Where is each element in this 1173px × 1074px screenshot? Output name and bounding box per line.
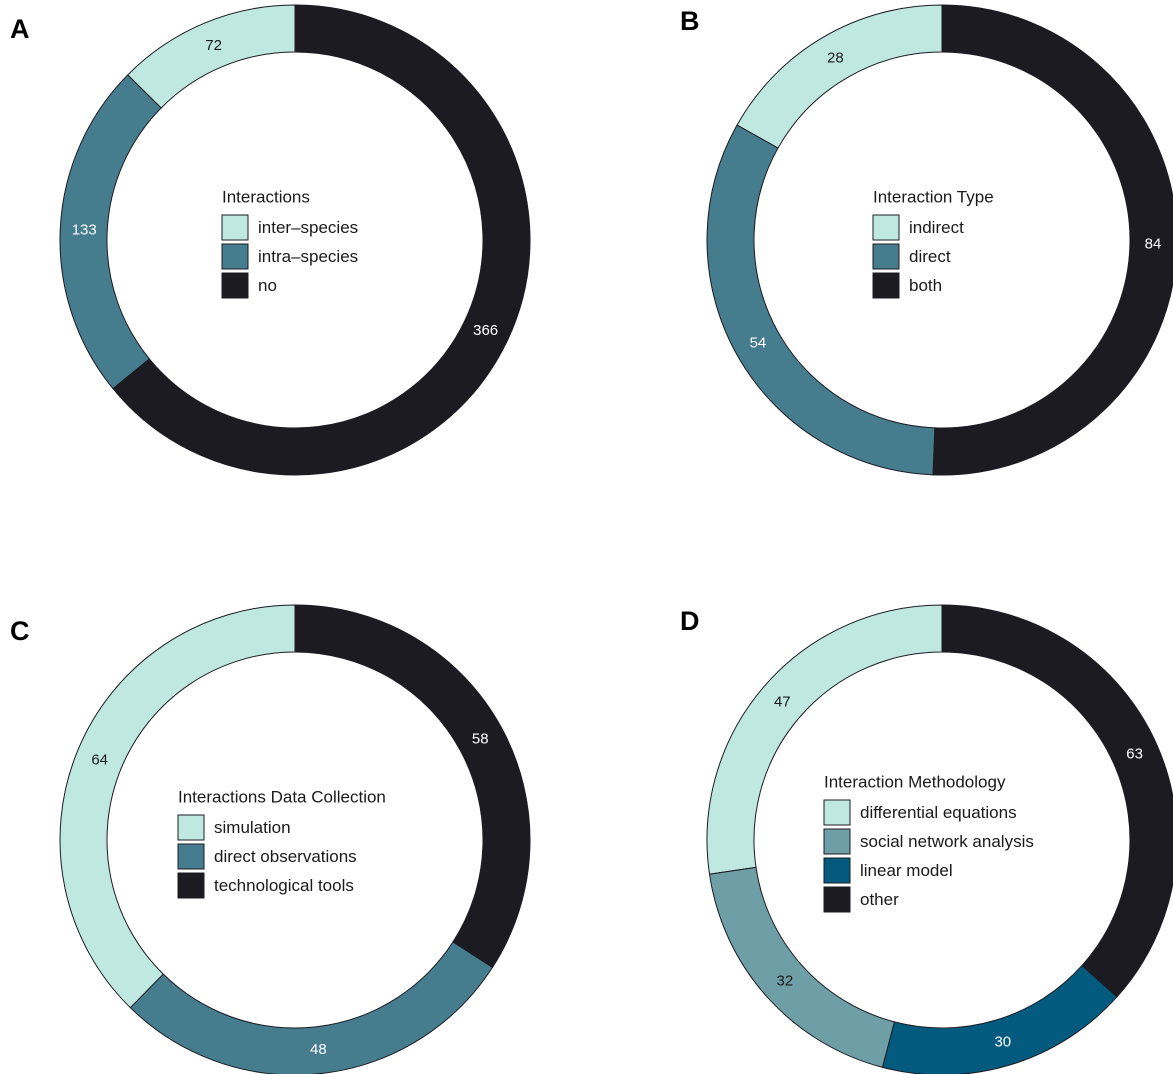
panel-a-slice-0 (126, 4, 296, 109)
panel-c-letter: C (10, 616, 30, 646)
panel-c-slice-1 (129, 941, 494, 1074)
panel-a-slice-label-2: 366 (473, 322, 498, 339)
panel-a-legend-swatch-1 (221, 243, 249, 270)
panel-d-slice-1 (708, 866, 896, 1068)
panel-a-slice-2 (112, 4, 531, 476)
panel-d-slice-label-2: 30 (994, 1034, 1011, 1051)
panel-c-legend-title: Interactions Data Collection (178, 788, 386, 807)
panel-b-slice-2 (932, 4, 1173, 476)
panel-d-slice-label-0: 47 (774, 694, 791, 711)
panel-b-legend-swatch-0 (872, 214, 900, 241)
panel-a-slice-label-1: 133 (72, 222, 97, 239)
panel-b-slice-label-0: 28 (827, 49, 844, 66)
panel-a-slice-label-0: 72 (205, 37, 222, 54)
panel-d-legend-swatch-3 (823, 886, 851, 913)
panel-b-letter: B (680, 6, 700, 36)
panel-d-slice-label-3: 63 (1126, 745, 1143, 762)
panel-b-legend-swatch-2 (872, 272, 900, 299)
panel-d-slice-2 (881, 964, 1118, 1074)
panel-c-legend-label-1: direct observations (214, 847, 357, 866)
panel-c-slice-label-0: 64 (91, 752, 108, 769)
panel-d-legend-label-2: linear model (860, 861, 953, 880)
panel-b-slice-label-2: 84 (1145, 235, 1162, 252)
panel-c-slice-0 (59, 604, 296, 1009)
panel-c-legend-swatch-1 (177, 843, 205, 870)
panel-d-slice-label-1: 32 (777, 972, 794, 989)
panel-c-legend-label-0: simulation (214, 818, 291, 837)
panel-b-slice-label-1: 54 (750, 335, 767, 352)
panel-c-slice-2 (294, 604, 531, 969)
panel-b-legend-label-2: both (909, 276, 942, 295)
panel-b-legend-title: Interaction Type (873, 188, 994, 207)
panel-c-legend-label-2: technological tools (214, 876, 354, 895)
panel-a-legend-swatch-2 (221, 272, 249, 299)
panel-a-legend-title: Interactions (222, 188, 310, 207)
panel-c-slice-label-1: 48 (310, 1041, 327, 1058)
panel-d-slice-3 (941, 604, 1173, 998)
panel-d-legend-label-3: other (860, 890, 899, 909)
panel-a-legend-label-0: inter–species (258, 218, 358, 237)
panel-b-slice-1 (706, 124, 936, 476)
panel-a-legend-label-1: intra–species (258, 247, 358, 266)
panel-d-legend-label-1: social network analysis (860, 832, 1034, 851)
panel-a-legend-label-2: no (258, 276, 277, 295)
panel-d-legend-swatch-2 (823, 857, 851, 884)
panel-d-legend-swatch-1 (823, 828, 851, 855)
panel-b-legend-swatch-1 (872, 243, 900, 270)
panel-d-legend-title: Interaction Methodology (824, 773, 1006, 792)
panel-d-letter: D (680, 606, 700, 636)
panel-b-slice-0 (736, 4, 943, 149)
panel-d-legend-label-0: differential equations (860, 803, 1017, 822)
panel-c-slice-label-2: 58 (472, 731, 489, 748)
panel-a-letter: A (10, 14, 30, 44)
panel-c-legend-swatch-0 (177, 814, 205, 841)
panel-d-legend-swatch-0 (823, 799, 851, 826)
panel-b-legend-label-0: indirect (909, 218, 964, 237)
panel-a-legend-swatch-0 (221, 214, 249, 241)
panel-a-slice-1 (59, 74, 162, 390)
panel-c-legend-swatch-2 (177, 872, 205, 899)
panel-b-legend-label-1: direct (909, 247, 951, 266)
